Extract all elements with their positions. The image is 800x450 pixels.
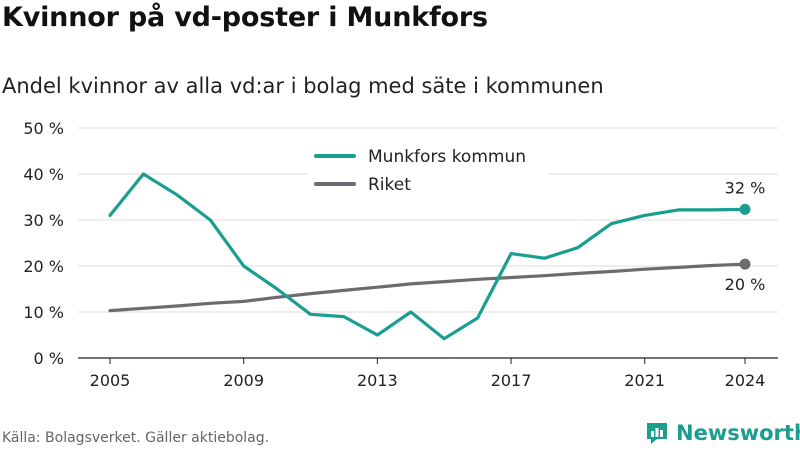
brand-name: Newsworthy	[676, 421, 800, 445]
series-line-riket	[108, 262, 747, 313]
x-tick-label: 2017	[491, 371, 532, 390]
end-marker-munkfors	[739, 203, 751, 215]
end-label-riket: 20 %	[725, 275, 766, 294]
x-tick-label: 2013	[357, 371, 398, 390]
brand-logo: Newsworthy	[644, 420, 800, 446]
chart-subtitle: Andel kvinnor av alla vd:ar i bolag med …	[2, 74, 604, 98]
y-tick-label: 10 %	[23, 303, 64, 322]
x-tick-label: 2009	[223, 371, 264, 390]
legend-label-munkfors: Munkfors kommun	[368, 147, 526, 167]
y-tick-label: 0 %	[34, 349, 64, 368]
x-tick-label: 2024	[725, 371, 766, 390]
newsworthy-logo-icon	[647, 423, 667, 444]
series-line-munkfors	[108, 172, 747, 341]
y-tick-label: 40 %	[23, 165, 64, 184]
source-note: Källa: Bolagsverket. Gäller aktiebolag.	[2, 430, 270, 446]
legend-label-riket: Riket	[368, 175, 411, 195]
x-tick-label: 2005	[90, 371, 131, 390]
y-tick-label: 50 %	[23, 119, 64, 138]
end-marker-riket	[739, 258, 751, 270]
x-tick-label: 2021	[624, 371, 665, 390]
end-label-munkfors: 32 %	[725, 178, 766, 197]
chart-title: Kvinnor på vd-poster i Munkfors	[2, 2, 488, 33]
line-chart: 0 % 10 % 20 % 30 % 40 % 50 % 2005 2009 2013 2017 2…	[23, 119, 778, 390]
y-tick-label: 30 %	[23, 211, 64, 230]
y-tick-label: 20 %	[23, 257, 64, 276]
legend-box	[308, 140, 548, 202]
